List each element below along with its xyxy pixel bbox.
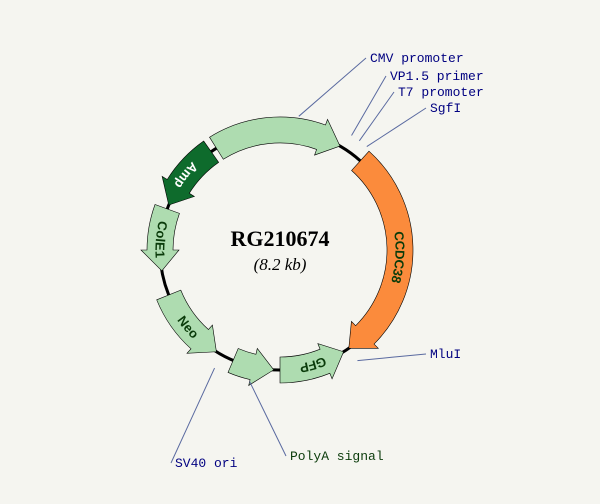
callout-label-2: T7 promoter <box>398 85 484 100</box>
callout-label-6: SV40 ori <box>175 456 238 471</box>
callout-label-0: CMV promoter <box>370 51 464 66</box>
callout-label-3: SgfI <box>430 101 461 116</box>
callout-label-5: PolyA signal <box>290 449 384 464</box>
plasmid-name: RG210674 <box>231 226 330 251</box>
plasmid-map: CCDC38GFPNeoColE1AmpCMV promoterVP1.5 pr… <box>0 0 600 504</box>
callout-label-4: MluI <box>430 347 461 362</box>
callout-label-1: VP1.5 primer <box>390 69 484 84</box>
plasmid-size: (8.2 kb) <box>254 255 307 274</box>
